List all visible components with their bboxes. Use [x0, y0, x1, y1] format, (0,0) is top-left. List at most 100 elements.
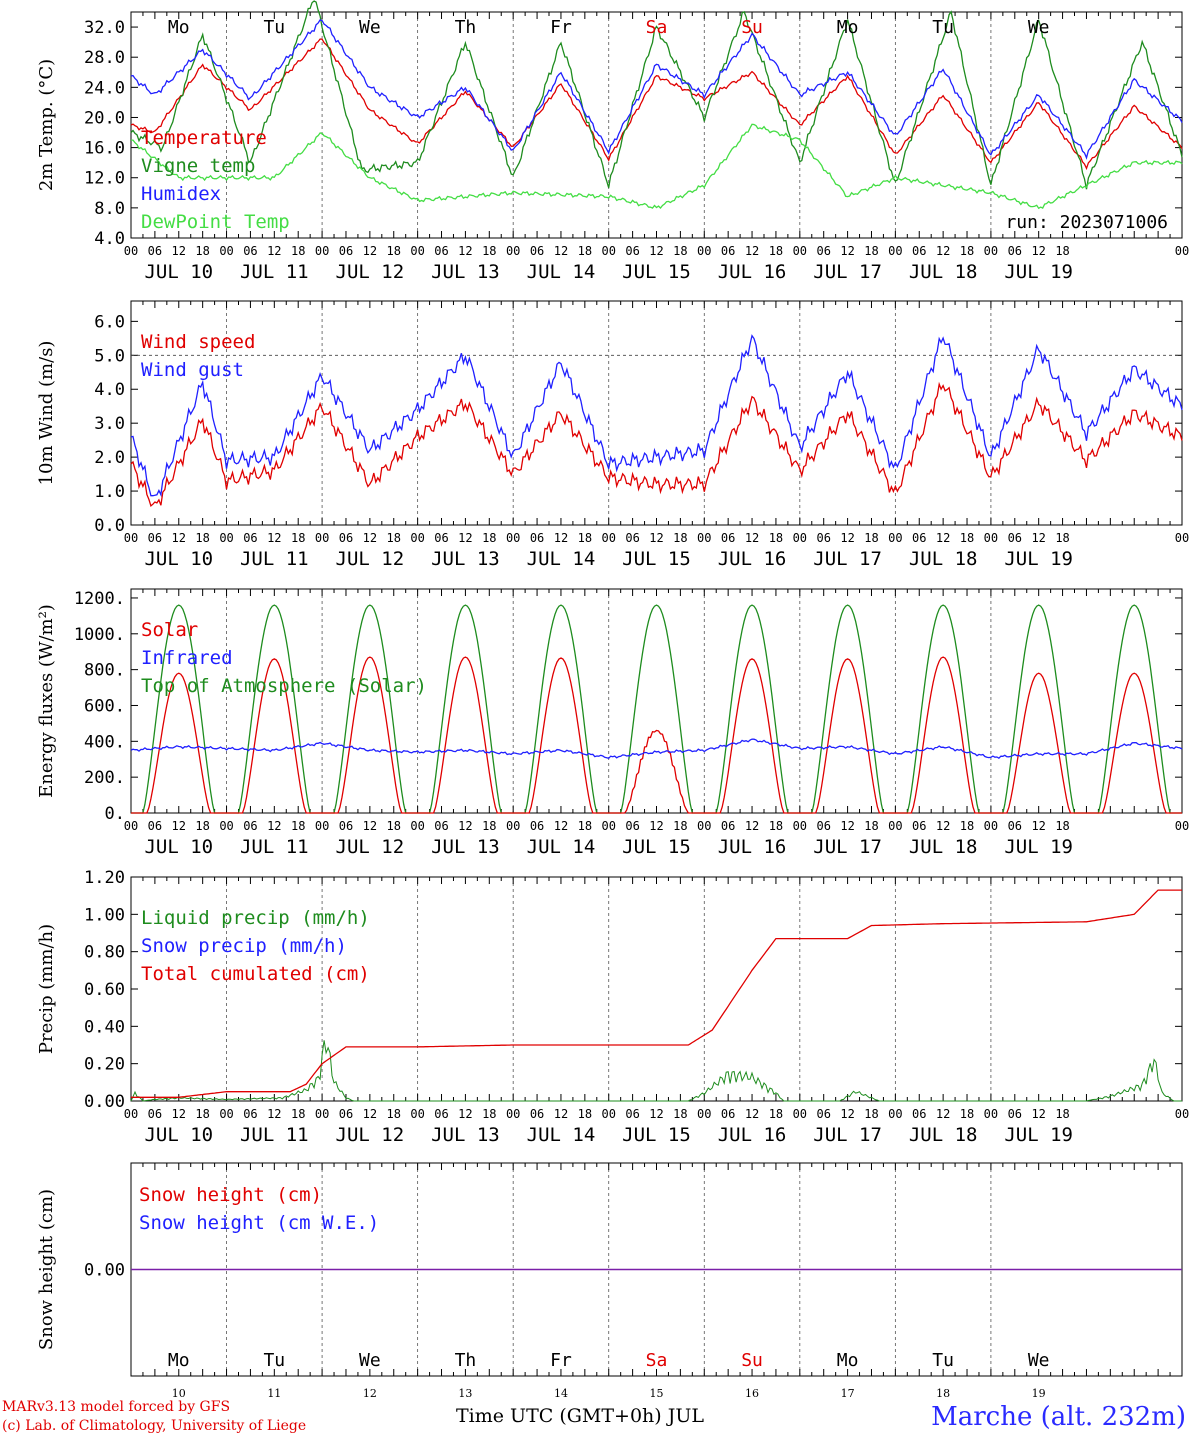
hour-tick-label: 00 — [602, 1107, 616, 1121]
legend-entry: Temperature — [141, 127, 267, 149]
legend-entry: Snow height (cm) — [139, 1184, 322, 1206]
weekday-label: Mo — [168, 1350, 190, 1371]
hour-tick-label: 18 — [578, 819, 592, 833]
hour-tick-label: 12 — [840, 1107, 854, 1121]
hour-tick-label: 00 — [1175, 244, 1189, 258]
weekday-label: We — [1028, 1350, 1050, 1371]
hour-tick-label: 00 — [410, 819, 424, 833]
hour-tick-label: 00 — [984, 1107, 998, 1121]
date-label: JUL 14 — [527, 1124, 596, 1146]
hour-tick-label: 12 — [172, 1107, 186, 1121]
hour-tick-label: 12 — [1031, 244, 1045, 258]
hour-tick-label: 06 — [721, 1107, 735, 1121]
hour-tick-label: 18 — [1055, 819, 1069, 833]
hour-tick-label: 12 — [1031, 531, 1045, 545]
wind-series-wind-gust — [130, 334, 1183, 497]
y-axis-label: Precip (mm/h) — [36, 924, 57, 1054]
hour-tick-label: 06 — [625, 531, 639, 545]
y-tick-label: 0.00 — [84, 1261, 125, 1281]
day-number-label: 14 — [554, 1387, 568, 1400]
hour-tick-label: 06 — [721, 531, 735, 545]
hour-tick-label: 18 — [291, 819, 305, 833]
hour-tick-label: 18 — [673, 244, 687, 258]
day-number-label: 15 — [650, 1387, 664, 1400]
plot-border — [130, 588, 1183, 814]
hour-tick-label: 12 — [1031, 819, 1045, 833]
lab-credit: (c) Lab. of Climatology, University of L… — [2, 1418, 307, 1434]
hour-tick-label: 06 — [434, 1107, 448, 1121]
hour-tick-label: 00 — [315, 1107, 329, 1121]
y-tick-label: 200. — [84, 768, 125, 788]
hour-tick-label: 06 — [434, 819, 448, 833]
legend-entry: DewPoint Temp — [141, 211, 290, 233]
hour-tick-label: 00 — [697, 819, 711, 833]
hour-tick-label: 18 — [769, 1107, 783, 1121]
date-label: JUL 14 — [527, 836, 596, 858]
weekday-label: Tu — [263, 17, 285, 38]
hour-tick-label: 00 — [888, 531, 902, 545]
y-tick-label: 1.20 — [84, 868, 125, 888]
weekday-label: Sa — [646, 1350, 668, 1371]
hour-tick-label: 00 — [602, 819, 616, 833]
date-label: JUL 13 — [431, 548, 500, 570]
run-label: run: 2023071006 — [1005, 212, 1168, 233]
hour-tick-label: 00 — [888, 1107, 902, 1121]
hour-tick-label: 18 — [1055, 1107, 1069, 1121]
y-tick-label: 3.0 — [94, 414, 125, 434]
precip-series-liquid — [130, 1040, 1182, 1102]
hour-tick-label: 00 — [1175, 531, 1189, 545]
weekday-label: We — [359, 1350, 381, 1371]
hour-tick-label: 00 — [697, 531, 711, 545]
panel-1-frame: 4.0 8.0 12.0 16.0 20.0 24.0 28.0 32.0 2m Temp. (… — [36, 11, 1183, 249]
y-tick-label: 24.0 — [84, 78, 125, 98]
weekday-label: Mo — [837, 1350, 859, 1371]
hour-tick-label: 18 — [960, 1107, 974, 1121]
hour-tick-label: 18 — [195, 1107, 209, 1121]
hour-tick-label: 06 — [148, 531, 162, 545]
hour-tick-label: 06 — [816, 244, 830, 258]
date-label: JUL 10 — [144, 548, 213, 570]
weekday-label: Th — [455, 1350, 477, 1371]
day-number-label: 10 — [172, 1387, 186, 1400]
wind-series-wind-speed — [130, 381, 1183, 508]
panel-3-frame: 0. 200. 400. 600. 800. 1000. 1200. Energy fluxe… — [36, 588, 1183, 824]
date-label: JUL 10 — [144, 1124, 213, 1146]
legend-entry: Humidex — [141, 183, 221, 205]
date-label: JUL 10 — [144, 836, 213, 858]
date-label: JUL 11 — [240, 548, 309, 570]
date-label: JUL 11 — [240, 1124, 309, 1146]
weekday-label: Mo — [837, 17, 859, 38]
station-label: Marche (alt. 232m) — [931, 1402, 1186, 1432]
hour-tick-label: 06 — [339, 1107, 353, 1121]
hour-tick-label: 00 — [1175, 1107, 1189, 1121]
hour-tick-label: 12 — [554, 244, 568, 258]
day-number-label: 12 — [363, 1387, 377, 1400]
hour-tick-label: 00 — [506, 244, 520, 258]
hour-tick-label: 00 — [219, 244, 233, 258]
hour-tick-label: 06 — [148, 244, 162, 258]
date-label: JUL 14 — [527, 261, 596, 283]
hour-tick-label: 06 — [721, 244, 735, 258]
hour-tick-label: 18 — [482, 1107, 496, 1121]
y-tick-label: 1.00 — [84, 905, 125, 925]
hour-tick-label: 06 — [339, 819, 353, 833]
hour-tick-label: 18 — [578, 244, 592, 258]
plot-border — [130, 11, 1183, 239]
hour-tick-label: 00 — [124, 531, 138, 545]
date-label: JUL 17 — [813, 261, 882, 283]
energy-series-toa-solar — [131, 604, 1182, 814]
hour-tick-label: 06 — [530, 1107, 544, 1121]
hour-tick-label: 06 — [1008, 244, 1022, 258]
hour-tick-label: 00 — [219, 819, 233, 833]
date-label: JUL 15 — [622, 261, 691, 283]
hour-tick-label: 06 — [339, 531, 353, 545]
energy-series-solar — [131, 656, 1182, 814]
hour-tick-label: 06 — [912, 819, 926, 833]
hour-tick-label: 12 — [840, 819, 854, 833]
hour-tick-label: 12 — [458, 1107, 472, 1121]
date-label: JUL 13 — [431, 261, 500, 283]
hour-tick-label: 12 — [267, 819, 281, 833]
weekday-label: Fr — [550, 17, 572, 38]
precip-series-total-cumulated — [131, 889, 1182, 1098]
date-label: JUL 15 — [622, 836, 691, 858]
